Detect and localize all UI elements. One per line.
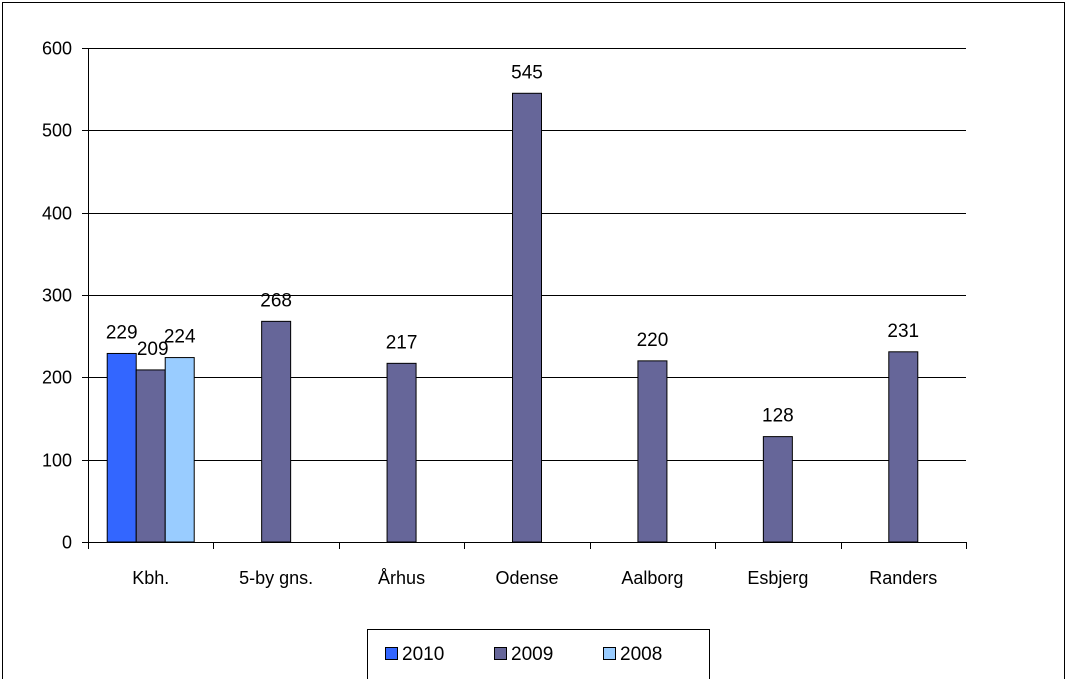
data-label: 128	[762, 406, 794, 427]
data-label: 268	[260, 290, 292, 311]
x-axis-ticks: Kbh. 5-by gns. Århus Odense Aalborg Esbjerg Ra…	[88, 542, 967, 588]
bar-2009	[135, 369, 166, 543]
x-tick-label: Aalborg	[621, 568, 683, 588]
x-tick-label: Esbjerg	[747, 568, 808, 588]
y-axis-ticks: 0 100 200 300 400 500 600	[42, 39, 88, 553]
legend-swatch	[494, 647, 507, 660]
legend: 2010 2009 2008	[367, 629, 710, 679]
bar-2009	[512, 92, 542, 543]
axes	[88, 48, 966, 543]
legend-box	[367, 629, 710, 679]
bars	[106, 92, 919, 543]
bar-2009	[386, 362, 417, 543]
legend-label: 2009	[511, 644, 553, 665]
data-label: 220	[637, 330, 669, 351]
legend-swatch	[603, 647, 616, 660]
data-label: 229	[106, 322, 138, 343]
x-tick-label: Kbh.	[132, 568, 169, 588]
bar-2009	[762, 436, 793, 543]
x-tick-label: Århus	[378, 568, 425, 588]
data-label: 224	[164, 327, 196, 348]
data-label: 545	[511, 62, 543, 83]
y-tick-label: 0	[62, 533, 72, 553]
data-label: 231	[887, 321, 919, 342]
bar-2009	[637, 360, 668, 543]
x-tick-label: 5-by gns.	[239, 568, 313, 588]
data-label: 217	[386, 332, 418, 353]
x-tick-label: Randers	[869, 568, 937, 588]
y-tick-label: 400	[42, 204, 72, 224]
bar-2009	[261, 320, 292, 543]
legend-label: 2010	[402, 644, 444, 665]
bar-2010	[106, 352, 137, 543]
data-label: 209	[137, 339, 169, 360]
y-tick-label: 300	[42, 286, 72, 306]
y-tick-label: 600	[42, 39, 72, 59]
x-tick-label: Odense	[495, 568, 558, 588]
legend-label: 2008	[620, 644, 662, 665]
bar-2008	[164, 357, 195, 543]
y-tick-label: 200	[42, 368, 72, 388]
bar-2009	[888, 351, 919, 543]
y-tick-label: 500	[42, 121, 72, 141]
y-tick-label: 100	[42, 451, 72, 471]
legend-swatch	[385, 647, 398, 660]
